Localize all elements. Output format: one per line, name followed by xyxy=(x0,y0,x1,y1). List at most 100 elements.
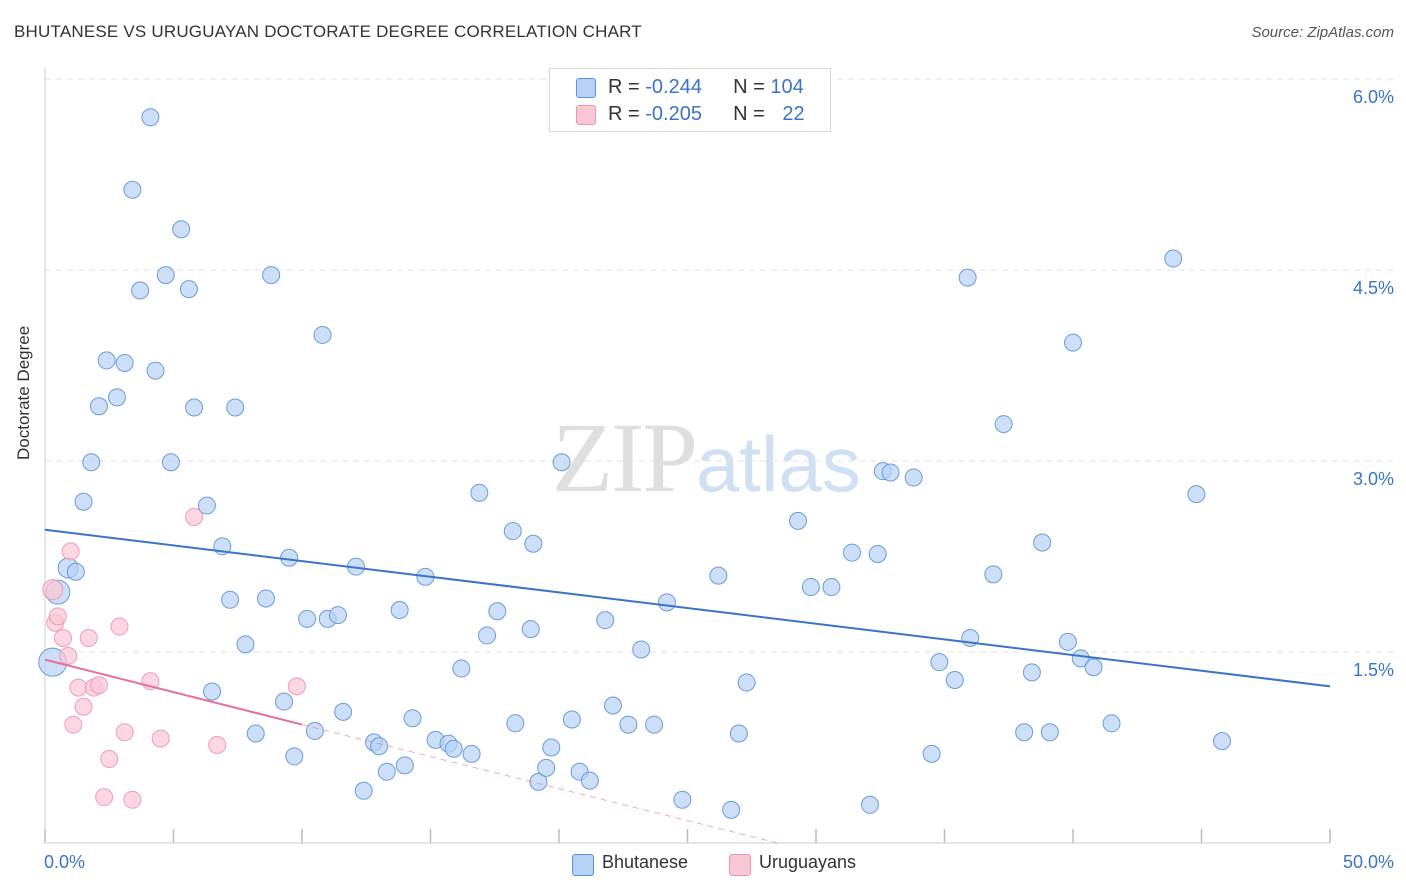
bhutanese-point xyxy=(97,351,116,370)
bhutanese-point xyxy=(156,266,175,285)
stats-r-value: -0.244 xyxy=(645,76,702,98)
bhutanese-point xyxy=(131,281,150,300)
uruguayans-point xyxy=(61,542,80,561)
bhutanese-point xyxy=(722,800,741,819)
bhutanese-point xyxy=(123,180,142,199)
uruguayans-point xyxy=(110,617,129,636)
uruguayans-point xyxy=(151,729,170,748)
bhutanese-point xyxy=(141,108,160,127)
bhutanese-point xyxy=(868,544,887,563)
bhutanese-point xyxy=(958,268,977,287)
bhutanese-point xyxy=(930,653,949,672)
bhutanese-point xyxy=(107,388,126,407)
bhutanese-point xyxy=(226,398,245,417)
bhutanese-point xyxy=(729,724,748,743)
bhutanese-point xyxy=(1213,732,1232,751)
stats-swatch-bhutanese xyxy=(576,78,596,98)
bhutanese-point xyxy=(822,578,841,597)
bhutanese-point xyxy=(860,795,879,814)
bhutanese-point xyxy=(172,220,191,239)
bhutanese-point xyxy=(709,566,728,585)
uruguayans-point xyxy=(74,697,93,716)
bhutanese-point xyxy=(161,453,180,472)
bhutanese-point xyxy=(478,626,497,645)
bhutanese-point xyxy=(377,762,396,781)
bhutanese-point xyxy=(462,744,481,763)
bhutanese-point xyxy=(74,492,93,511)
uruguayans-point xyxy=(59,646,78,665)
bhutanese-point xyxy=(146,361,165,380)
bhutanese-point xyxy=(506,714,525,733)
bhutanese-point xyxy=(115,353,134,372)
x-tick-label-max: 50.0% xyxy=(1342,852,1394,872)
bhutanese-point xyxy=(529,772,548,791)
bhutanese-point xyxy=(452,659,471,678)
bhutanese-point xyxy=(1164,249,1183,268)
bhutanese-point xyxy=(89,397,108,416)
bhutanese-point xyxy=(542,738,561,757)
stats-n-label: N = xyxy=(733,103,771,125)
bhutanese-point xyxy=(801,578,820,597)
uruguayans-point xyxy=(89,676,108,695)
y-tick-label: 3.0% xyxy=(1352,469,1394,489)
bhutanese-point xyxy=(185,398,204,417)
y-tick-label: 1.5% xyxy=(1352,660,1394,680)
bhutanese-point xyxy=(503,522,522,541)
bhutanese-point xyxy=(1040,723,1059,742)
uruguayans-point xyxy=(48,607,67,626)
bhutanese-point xyxy=(470,483,489,502)
bhutanese-point xyxy=(842,543,861,562)
bhutanese-point xyxy=(537,758,556,777)
bhutanese-point xyxy=(203,682,222,701)
bhutanese-point xyxy=(334,702,353,721)
bhutanese-point xyxy=(619,715,638,734)
source-label: Source: ZipAtlas.com xyxy=(1251,24,1394,41)
bhutanese-point xyxy=(1022,663,1041,682)
uruguayans-trend-extension xyxy=(301,724,778,844)
stats-r-label: R = xyxy=(608,103,646,125)
bhutanese-point xyxy=(673,790,692,809)
stats-n-value: 104 xyxy=(770,76,804,98)
uruguayans-point xyxy=(95,788,114,807)
bhutanese-point xyxy=(1033,533,1052,552)
bhutanese-point xyxy=(488,602,507,621)
uruguayans-point xyxy=(115,723,134,742)
uruguayans-point xyxy=(123,790,142,809)
bhutanese-point xyxy=(904,468,923,487)
uruguayans-point xyxy=(185,508,204,527)
y-tick-label: 6.0% xyxy=(1352,87,1394,107)
bhutanese-point xyxy=(370,737,389,756)
bhutanese-point xyxy=(984,565,1003,584)
bhutanese-point xyxy=(552,453,571,472)
uruguayans-point xyxy=(287,677,306,696)
bhutanese-point xyxy=(1015,723,1034,742)
bhutanese-point xyxy=(197,496,216,515)
bhutanese-point xyxy=(257,589,276,608)
bhutanese-point xyxy=(285,747,304,766)
y-tick-label: 4.5% xyxy=(1352,278,1394,298)
bhutanese-point xyxy=(1102,714,1121,733)
uruguayans-point xyxy=(79,628,98,647)
bhutanese-point xyxy=(1084,658,1103,677)
bhutanese-point xyxy=(305,721,324,740)
legend-swatch-uruguayans xyxy=(729,854,751,876)
bhutanese-point xyxy=(1187,485,1206,504)
uruguayans-trend-line xyxy=(44,658,303,726)
bhutanese-point xyxy=(328,606,347,625)
bhutanese-point xyxy=(66,562,85,581)
bhutanese-point xyxy=(562,710,581,729)
bhutanese-point xyxy=(521,620,540,639)
bhutanese-point xyxy=(221,590,240,609)
bhutanese-point xyxy=(922,744,941,763)
bhutanese-point xyxy=(580,771,599,790)
bhutanese-point xyxy=(246,724,265,743)
stats-r-value: -0.205 xyxy=(645,103,702,125)
legend-swatch-bhutanese xyxy=(572,854,594,876)
bhutanese-point xyxy=(354,781,373,800)
bhutanese-point xyxy=(395,756,414,775)
chart-title: BHUTANESE VS URUGUAYAN DOCTORATE DEGREE … xyxy=(14,22,642,41)
uruguayans-point xyxy=(42,579,64,601)
uruguayans-point xyxy=(64,715,83,734)
bhutanese-point xyxy=(1064,333,1082,352)
bhutanese-point xyxy=(1058,632,1077,651)
